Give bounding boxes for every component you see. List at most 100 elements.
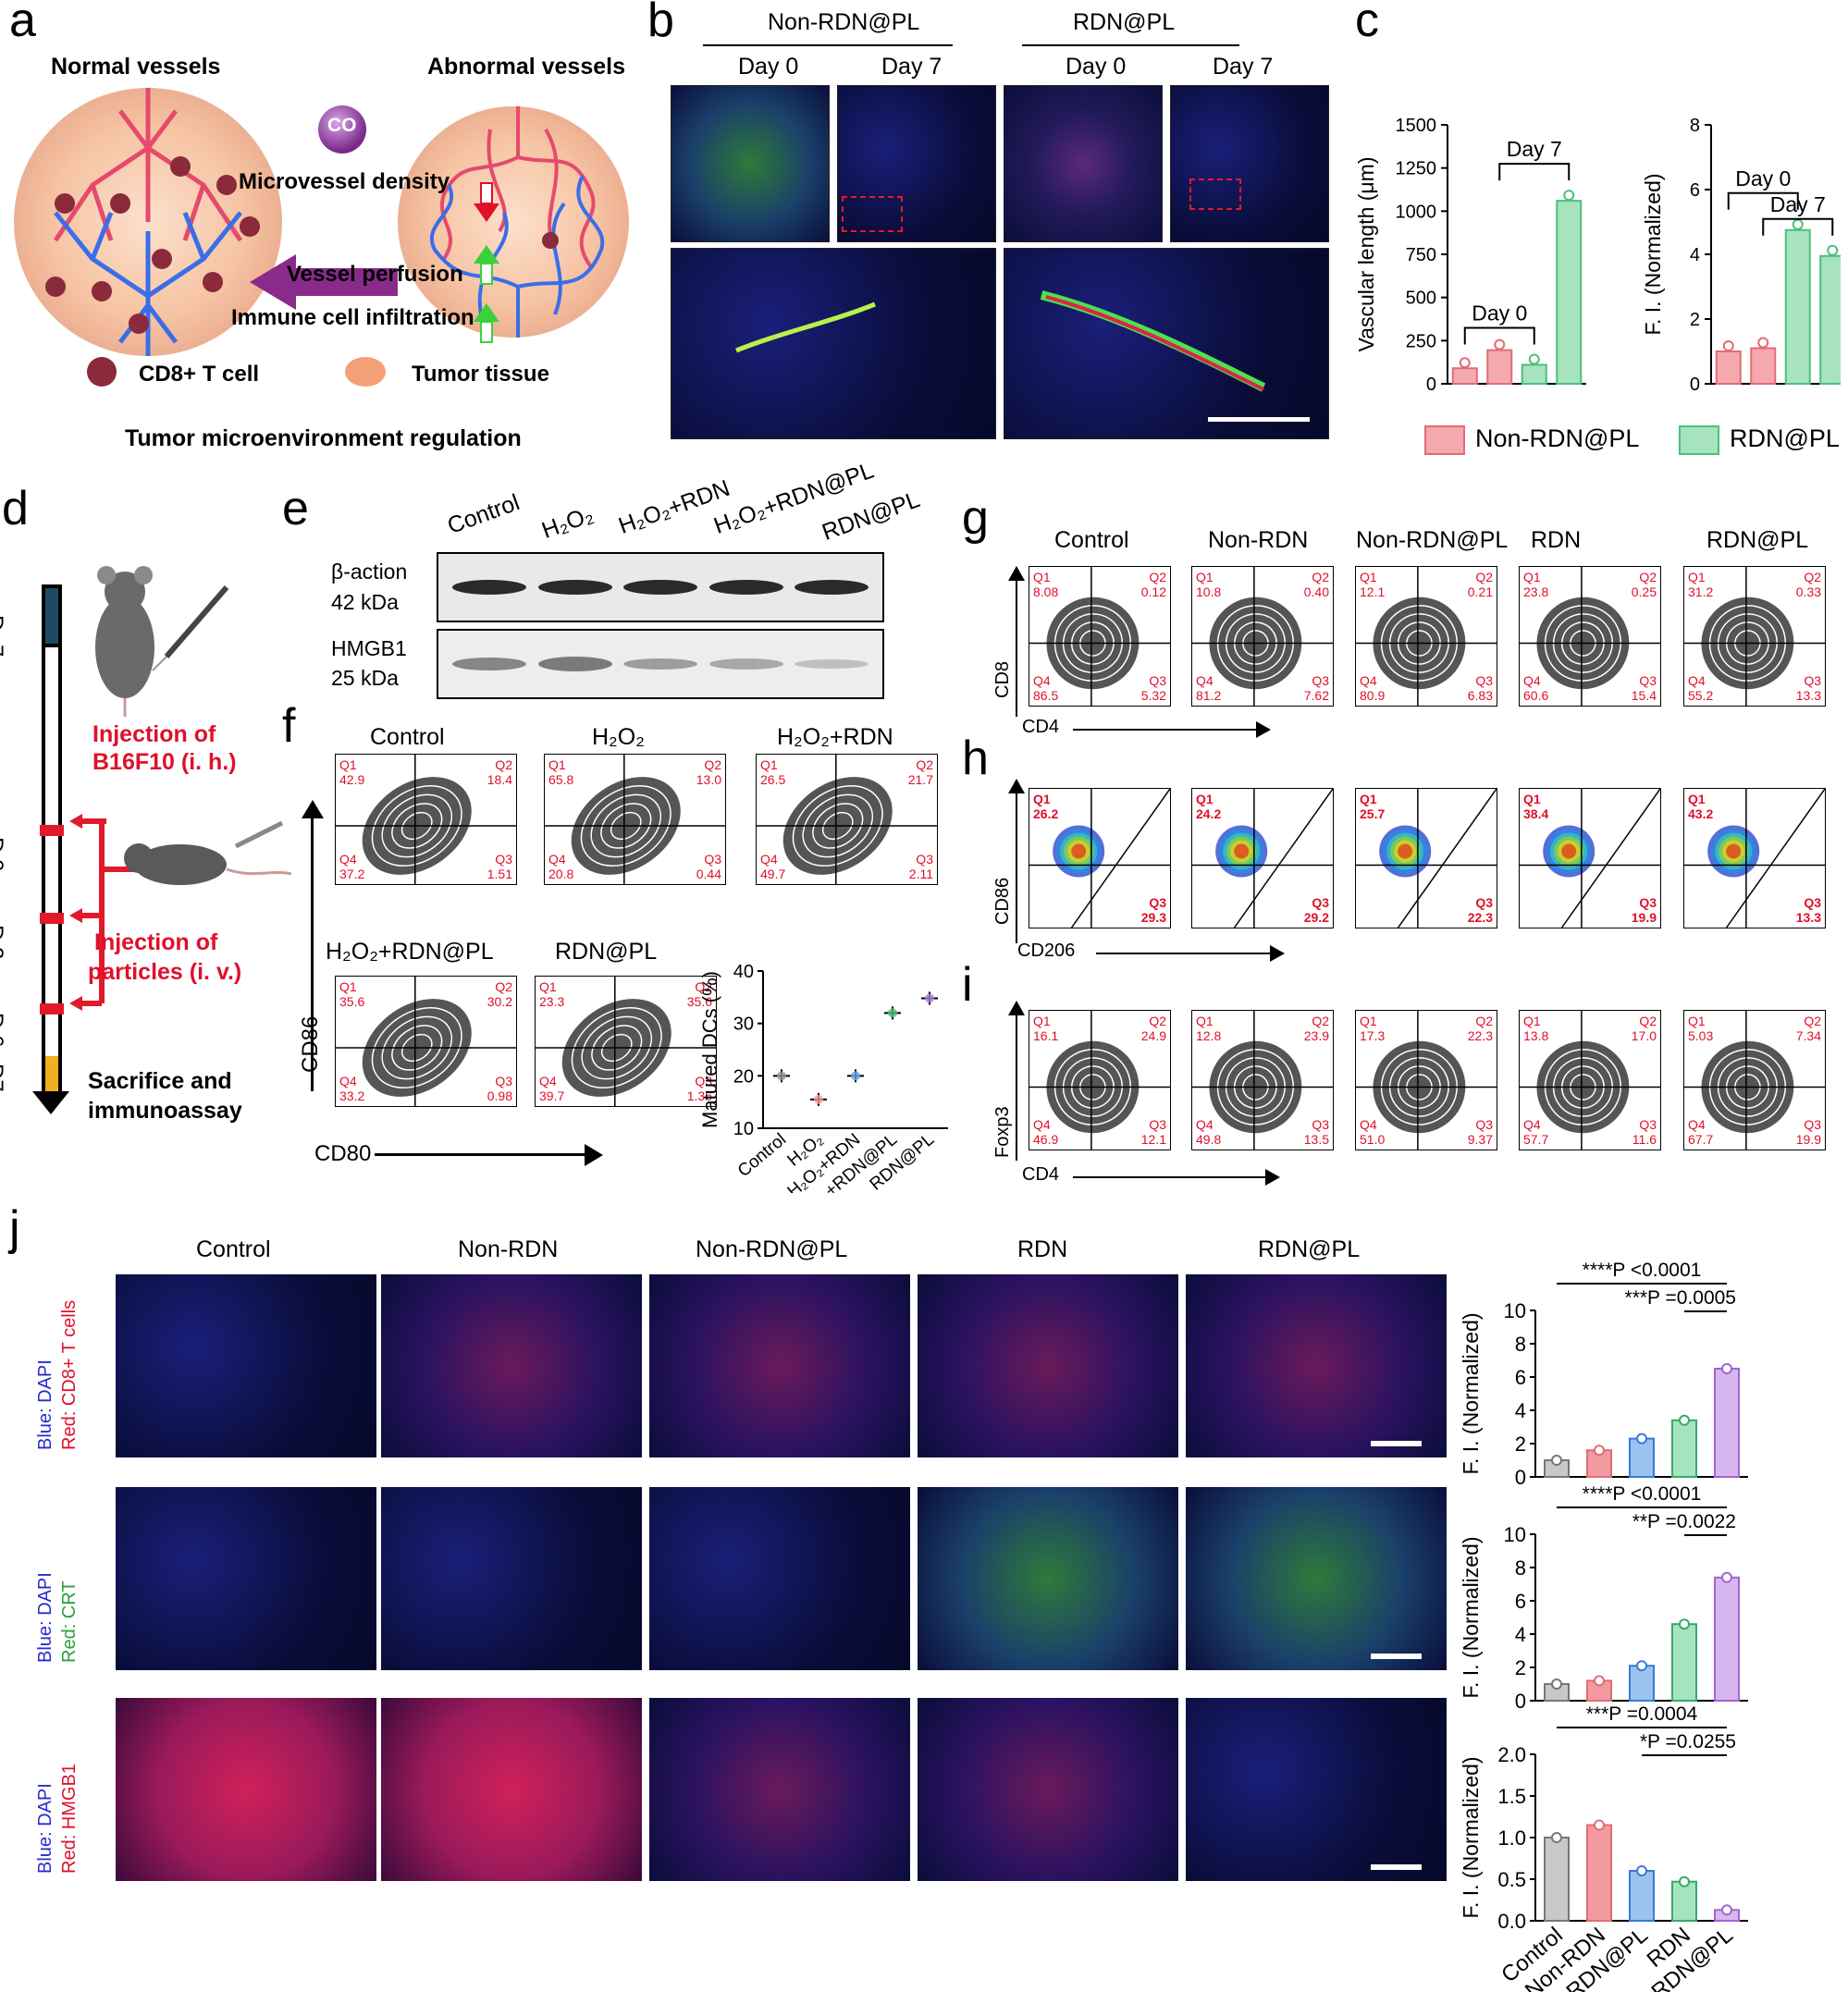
c-bar	[1750, 347, 1777, 385]
h-q1-0: 26.2	[1033, 806, 1058, 821]
c-point	[1792, 218, 1804, 230]
i-q3-4: 19.9	[1796, 1132, 1821, 1147]
h-dot-0	[1071, 843, 1087, 859]
g-ring-4	[1725, 621, 1769, 665]
g-q2-tag-3: Q2	[1639, 570, 1657, 584]
f-q4-tag-0: Q4	[339, 852, 357, 867]
f-q3-0: 1.51	[487, 867, 512, 881]
panel-label-a: a	[9, 0, 36, 47]
vessel-illustration	[14, 88, 629, 387]
j-col-1: Control	[196, 1236, 271, 1262]
g-q2-tag-1: Q2	[1312, 570, 1329, 584]
c-ytick-label-0: 1500	[1396, 116, 1437, 136]
g-q3-1: 7.62	[1304, 688, 1329, 703]
j-image-r1-c1	[381, 1487, 642, 1670]
g-ring-4	[1708, 605, 1787, 682]
f-q1-2: 26.5	[760, 772, 785, 787]
i-plot-4: Q1 5.03 Q2 7.34 Q4 67.7 Q3 19.9	[1683, 1010, 1826, 1150]
g-ring-4	[1734, 630, 1761, 657]
cd8-legend: CD8+ T cell	[139, 362, 260, 387]
g-q4-tag-1: Q4	[1196, 673, 1214, 688]
h-diag-4	[1725, 788, 1826, 928]
co-label: CO	[327, 115, 357, 136]
g-ring-4	[1717, 613, 1778, 673]
j-point-0	[1679, 1414, 1690, 1426]
i-q2-tag-0: Q2	[1149, 1014, 1166, 1028]
i-q3-3: 11.6	[1632, 1132, 1657, 1147]
i-xaxis-label: CD4	[1022, 1164, 1060, 1185]
h-x-axis	[1096, 953, 1272, 954]
f-q2-tag-4: Q2	[695, 979, 712, 994]
g-q1-tag-4: Q1	[1688, 570, 1706, 584]
c-bar	[1521, 363, 1547, 386]
c-bar	[1819, 254, 1841, 385]
perfusion-label: Vessel perfusion	[287, 262, 463, 287]
h-q1-tag-0: Q1	[1033, 792, 1051, 806]
i-q1-2: 17.3	[1360, 1028, 1385, 1043]
h-q3-0: 29.3	[1141, 910, 1166, 925]
g-ring-3	[1552, 613, 1613, 673]
f-ring-2	[812, 803, 864, 849]
j-image-r2-c3	[918, 1698, 1178, 1881]
g-q2-4: 0.33	[1796, 584, 1821, 599]
g-q2-1: 0.40	[1304, 584, 1329, 599]
j-ylabel-0: F. I. (Normalized)	[1459, 1312, 1483, 1474]
f-contour-0	[362, 777, 472, 875]
f-q2-tag-0: Q2	[495, 757, 512, 772]
c-bracket-day7	[1762, 217, 1834, 236]
h-yaxis-label: CD86	[992, 877, 1013, 925]
d-tick-d3: D 3	[0, 925, 7, 959]
i-q3-0: 12.1	[1141, 1132, 1166, 1147]
i-y-axis	[1016, 1013, 1017, 1161]
g-ring-3	[1570, 630, 1596, 657]
j-image-r1-c0	[116, 1487, 376, 1670]
j-point-0	[1551, 1455, 1562, 1466]
i-q1-4: 5.03	[1688, 1028, 1713, 1043]
g-q1-4: 31.2	[1688, 584, 1713, 599]
j-sig2-0: ***P =0.0005	[1625, 1287, 1736, 1309]
f-title-4: H₂O₂+RDN@PL	[326, 939, 494, 965]
f-q1-tag-2: Q1	[760, 757, 778, 772]
i-q4-tag-0: Q4	[1033, 1117, 1051, 1132]
i-ring-3	[1570, 1074, 1596, 1101]
e-blot-actin	[437, 552, 884, 622]
panel-label-i: i	[962, 958, 973, 1012]
panel-label-c: c	[1355, 0, 1379, 47]
b-roi-box2	[1189, 178, 1241, 210]
c-ytick-label-1: 6	[1690, 180, 1700, 201]
c-bar	[1451, 367, 1478, 386]
j-bar-2	[1544, 1837, 1570, 1922]
g-q2-0: 0.12	[1141, 584, 1166, 599]
g-q4-3: 60.6	[1523, 688, 1548, 703]
normal-vessels-title: Normal vessels	[51, 54, 221, 80]
i-plot-1: Q1 12.8 Q2 23.9 Q4 49.8 Q3 13.5	[1191, 1010, 1334, 1150]
g-q2-2: 0.21	[1468, 584, 1493, 599]
c-bar	[1556, 200, 1583, 385]
i-ring-3	[1560, 1065, 1605, 1109]
j-bar-2	[1629, 1870, 1655, 1922]
c-point	[1563, 190, 1575, 202]
h-q3-4: 13.3	[1796, 910, 1821, 925]
dc-ytick-label: 20	[733, 1066, 754, 1087]
f-ring-4	[600, 1033, 633, 1063]
b-zoom-nonrdn	[671, 248, 996, 439]
i-ring-2	[1406, 1074, 1433, 1101]
i-ring-3	[1544, 1049, 1622, 1125]
j-ytick-label-1: 2	[1515, 1656, 1526, 1679]
dc-point	[777, 1071, 786, 1081]
c-point	[1494, 338, 1506, 350]
j-bar-0	[1671, 1419, 1697, 1479]
d-inj1: Injection of	[92, 721, 216, 747]
g-ring-1	[1242, 630, 1269, 657]
h-dot-1	[1234, 843, 1250, 859]
j-image-r2-c0	[116, 1698, 376, 1881]
j-ytick-label-1: 4	[1515, 1623, 1526, 1646]
d-end2: immunoassay	[88, 1098, 242, 1124]
j-point-2	[1679, 1875, 1690, 1887]
g-q1-tag-3: Q1	[1523, 570, 1541, 584]
j-ytick-label-2: 0.5	[1497, 1868, 1526, 1891]
